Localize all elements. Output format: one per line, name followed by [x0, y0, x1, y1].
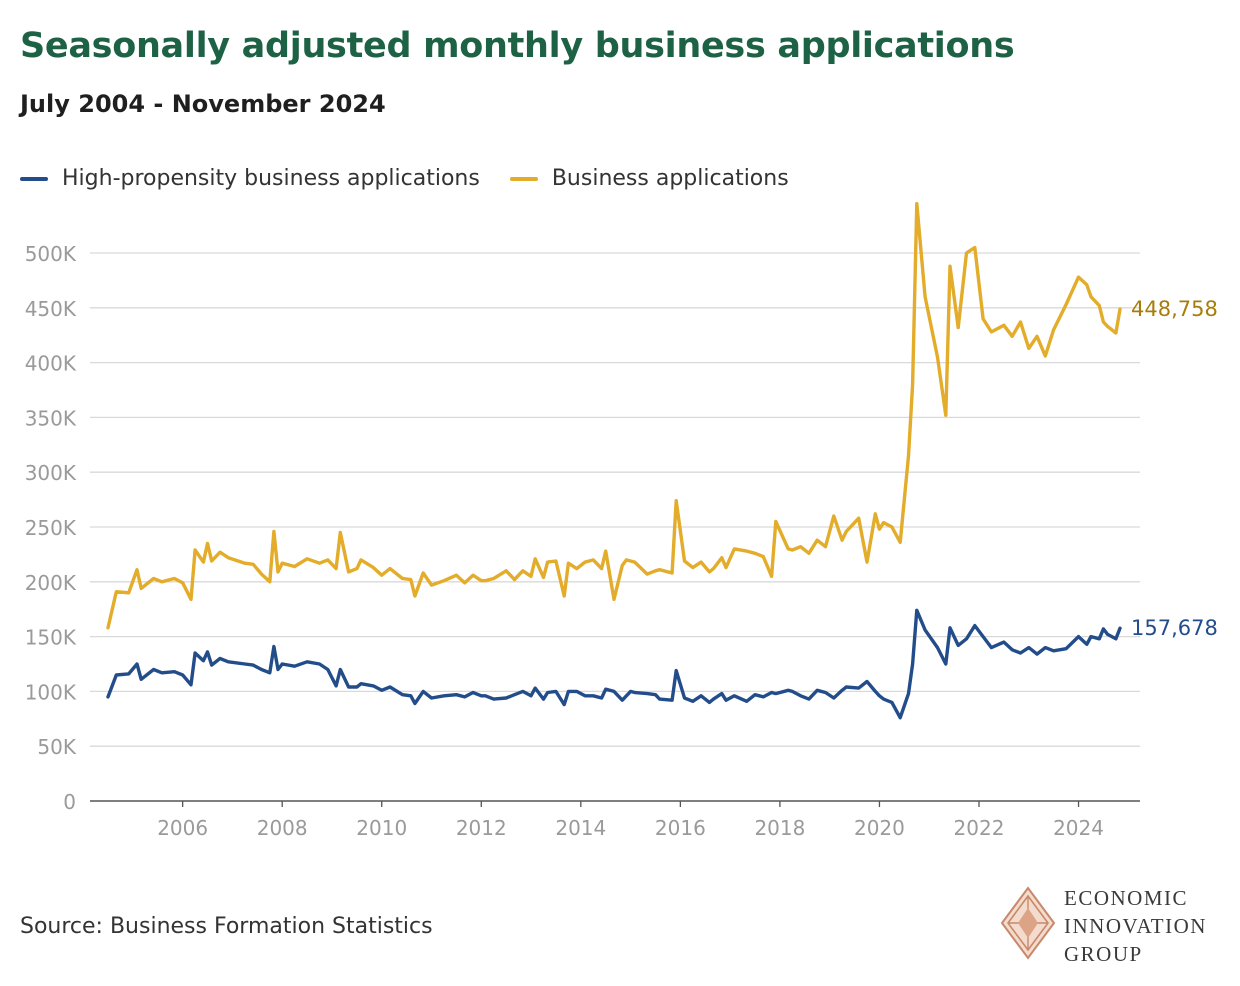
y-tick-label: 100K [25, 680, 77, 704]
x-tick-label: 2016 [655, 816, 706, 840]
x-tick-label: 2010 [356, 816, 407, 840]
chart-title: Seasonally adjusted monthly business app… [20, 26, 1015, 66]
x-tick-label: 2020 [854, 816, 905, 840]
x-tick-label: 2024 [1053, 816, 1104, 840]
legend-swatch-high-propensity [20, 176, 48, 181]
x-tick-label: 2018 [754, 816, 805, 840]
series-line-business [106, 202, 1122, 630]
y-tick-label: 0 [63, 790, 76, 814]
source-note: Source: Business Formation Statistics [20, 914, 433, 939]
logo-line-2: INNOVATION [1064, 914, 1207, 938]
y-tick-label: 400K [25, 352, 77, 376]
chart-legend: High-propensity business applications Bu… [20, 166, 789, 191]
diamond-logo-icon [1000, 886, 1056, 960]
x-tick-label: 2014 [555, 816, 606, 840]
logo-line-1: ECONOMIC [1064, 886, 1189, 910]
end-label-business: 448,758 [1131, 297, 1218, 321]
y-tick-label: 450K [25, 297, 77, 321]
y-tick-label: 300K [25, 461, 77, 485]
x-tick-label: 2012 [456, 816, 507, 840]
y-tick-label: 350K [25, 406, 77, 430]
y-tick-label: 250K [25, 516, 77, 540]
legend-label-business: Business applications [551, 166, 789, 191]
legend-item-business: Business applications [509, 166, 789, 191]
y-tick-label: 150K [25, 626, 77, 650]
y-tick-label: 50K [37, 735, 76, 759]
eig-logo: ECONOMIC INNOVATION GROUP [1000, 884, 1232, 966]
legend-label-high-propensity: High-propensity business applications [62, 166, 480, 191]
x-tick-label: 2022 [954, 816, 1005, 840]
legend-item-high-propensity: High-propensity business applications [20, 166, 480, 191]
chart-subtitle: July 2004 - November 2024 [20, 90, 386, 118]
x-tick-label: 2006 [157, 816, 208, 840]
series-line-high-propensity [106, 608, 1122, 720]
legend-swatch-business [509, 176, 538, 181]
y-tick-label: 200K [25, 571, 77, 595]
x-tick-label: 2008 [257, 816, 308, 840]
line-chart: 0 50K 100K 150K 200K 250K 300K 350K 400K 450K 500K… [25, 202, 1218, 840]
end-label-high-propensity: 157,678 [1131, 616, 1218, 640]
y-tick-label: 500K [25, 242, 77, 266]
logo-line-3: GROUP [1064, 942, 1143, 966]
